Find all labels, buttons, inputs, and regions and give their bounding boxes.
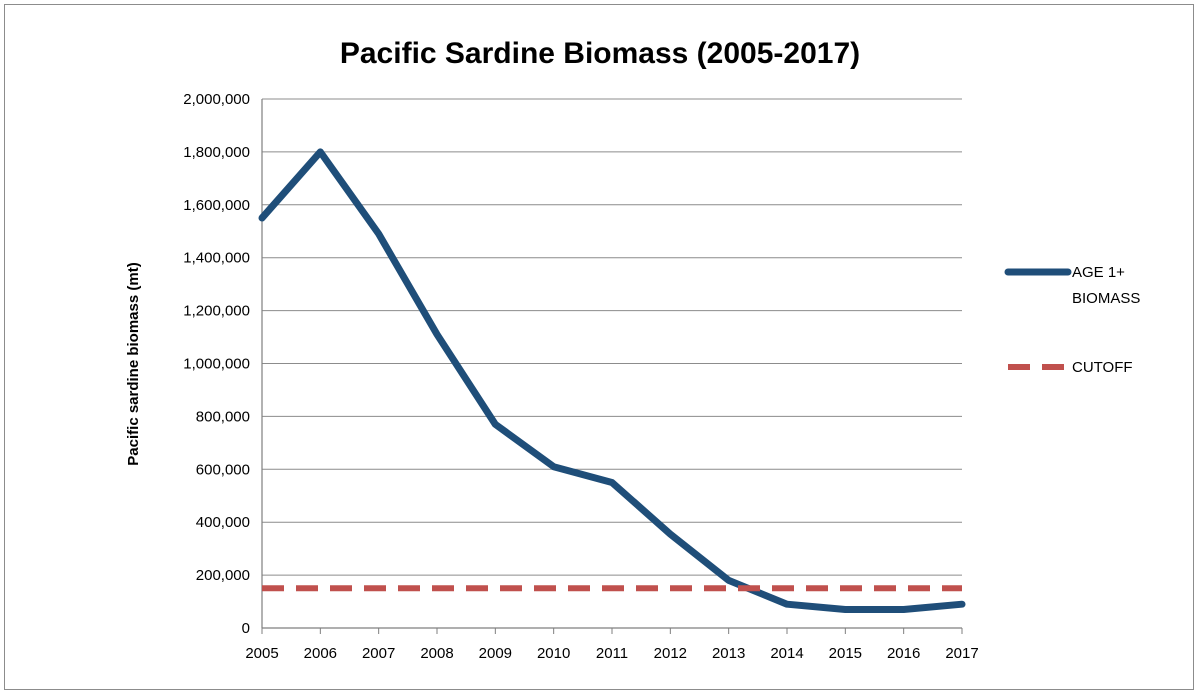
data-point — [903, 609, 904, 610]
legend: AGE 1+ BIOMASS CUTOFF — [1004, 264, 1140, 376]
chart-title: Pacific Sardine Biomass (2005-2017) — [340, 37, 860, 70]
y-tick-label: 1,000,000 — [183, 356, 250, 373]
grid-lines — [262, 98, 962, 576]
data-point — [612, 482, 613, 483]
y-tick-label: 1,200,000 — [183, 303, 250, 320]
y-tick-label: 200,000 — [196, 567, 250, 584]
axes — [261, 99, 963, 634]
x-tick-label: 2009 — [479, 645, 512, 662]
data-point — [262, 588, 263, 589]
x-tick-label: 2017 — [945, 645, 978, 662]
data-point — [845, 609, 846, 610]
data-point — [728, 588, 729, 589]
y-tick-label: 2,000,000 — [183, 91, 250, 108]
x-tick-label: 2006 — [304, 645, 337, 662]
x-tick-label: 2005 — [245, 645, 278, 662]
data-point — [845, 588, 846, 589]
data-point — [320, 588, 321, 589]
data-point — [787, 604, 788, 605]
data-point — [787, 588, 788, 589]
data-point — [320, 151, 321, 152]
x-tick-label: 2010 — [537, 645, 570, 662]
x-tick-label: 2014 — [770, 645, 803, 662]
data-point — [437, 334, 438, 335]
x-tick-labels: 2005 2006 2007 2008 2009 2010 2011 2012 2013 2014… — [245, 645, 978, 662]
data-point — [495, 424, 496, 425]
chart-frame — [4, 4, 1194, 690]
y-tick-label: 1,800,000 — [183, 144, 250, 161]
x-tick-label: 2007 — [362, 645, 395, 662]
legend-label: CUTOFF — [1072, 359, 1133, 376]
data-point — [553, 588, 554, 589]
x-tick-label: 2015 — [829, 645, 862, 662]
data-point — [962, 588, 963, 589]
data-point — [553, 466, 554, 467]
y-tick-label: 1,600,000 — [183, 197, 250, 214]
x-tick-label: 2016 — [887, 645, 920, 662]
x-tick-label: 2012 — [654, 645, 687, 662]
x-tick-label: 2008 — [420, 645, 453, 662]
data-point — [962, 604, 963, 605]
data-point — [612, 588, 613, 589]
data-point — [262, 218, 263, 219]
data-point — [670, 588, 671, 589]
y-tick-label: 600,000 — [196, 461, 250, 478]
data-point — [903, 588, 904, 589]
data-point — [437, 588, 438, 589]
y-axis-label: Pacific sardine biomass (mt) — [125, 262, 142, 465]
y-tick-labels: 0 200,000 400,000 600,000 800,000 1,000,000 1,… — [183, 91, 250, 637]
y-tick-label: 1,400,000 — [183, 250, 250, 267]
y-tick-label: 800,000 — [196, 408, 250, 425]
data-point — [378, 233, 379, 234]
data-point — [495, 588, 496, 589]
x-tick-label: 2013 — [712, 645, 745, 662]
y-tick-label: 0 — [242, 620, 250, 637]
data-point — [728, 580, 729, 581]
series-line-age-1-biomass — [258, 148, 966, 613]
legend-label: AGE 1+ — [1072, 264, 1125, 281]
data-point — [670, 534, 671, 535]
data-point — [378, 588, 379, 589]
x-tick-label: 2011 — [596, 645, 628, 662]
legend-label: BIOMASS — [1072, 290, 1140, 307]
data-series — [258, 148, 966, 613]
y-tick-label: 400,000 — [196, 514, 250, 531]
